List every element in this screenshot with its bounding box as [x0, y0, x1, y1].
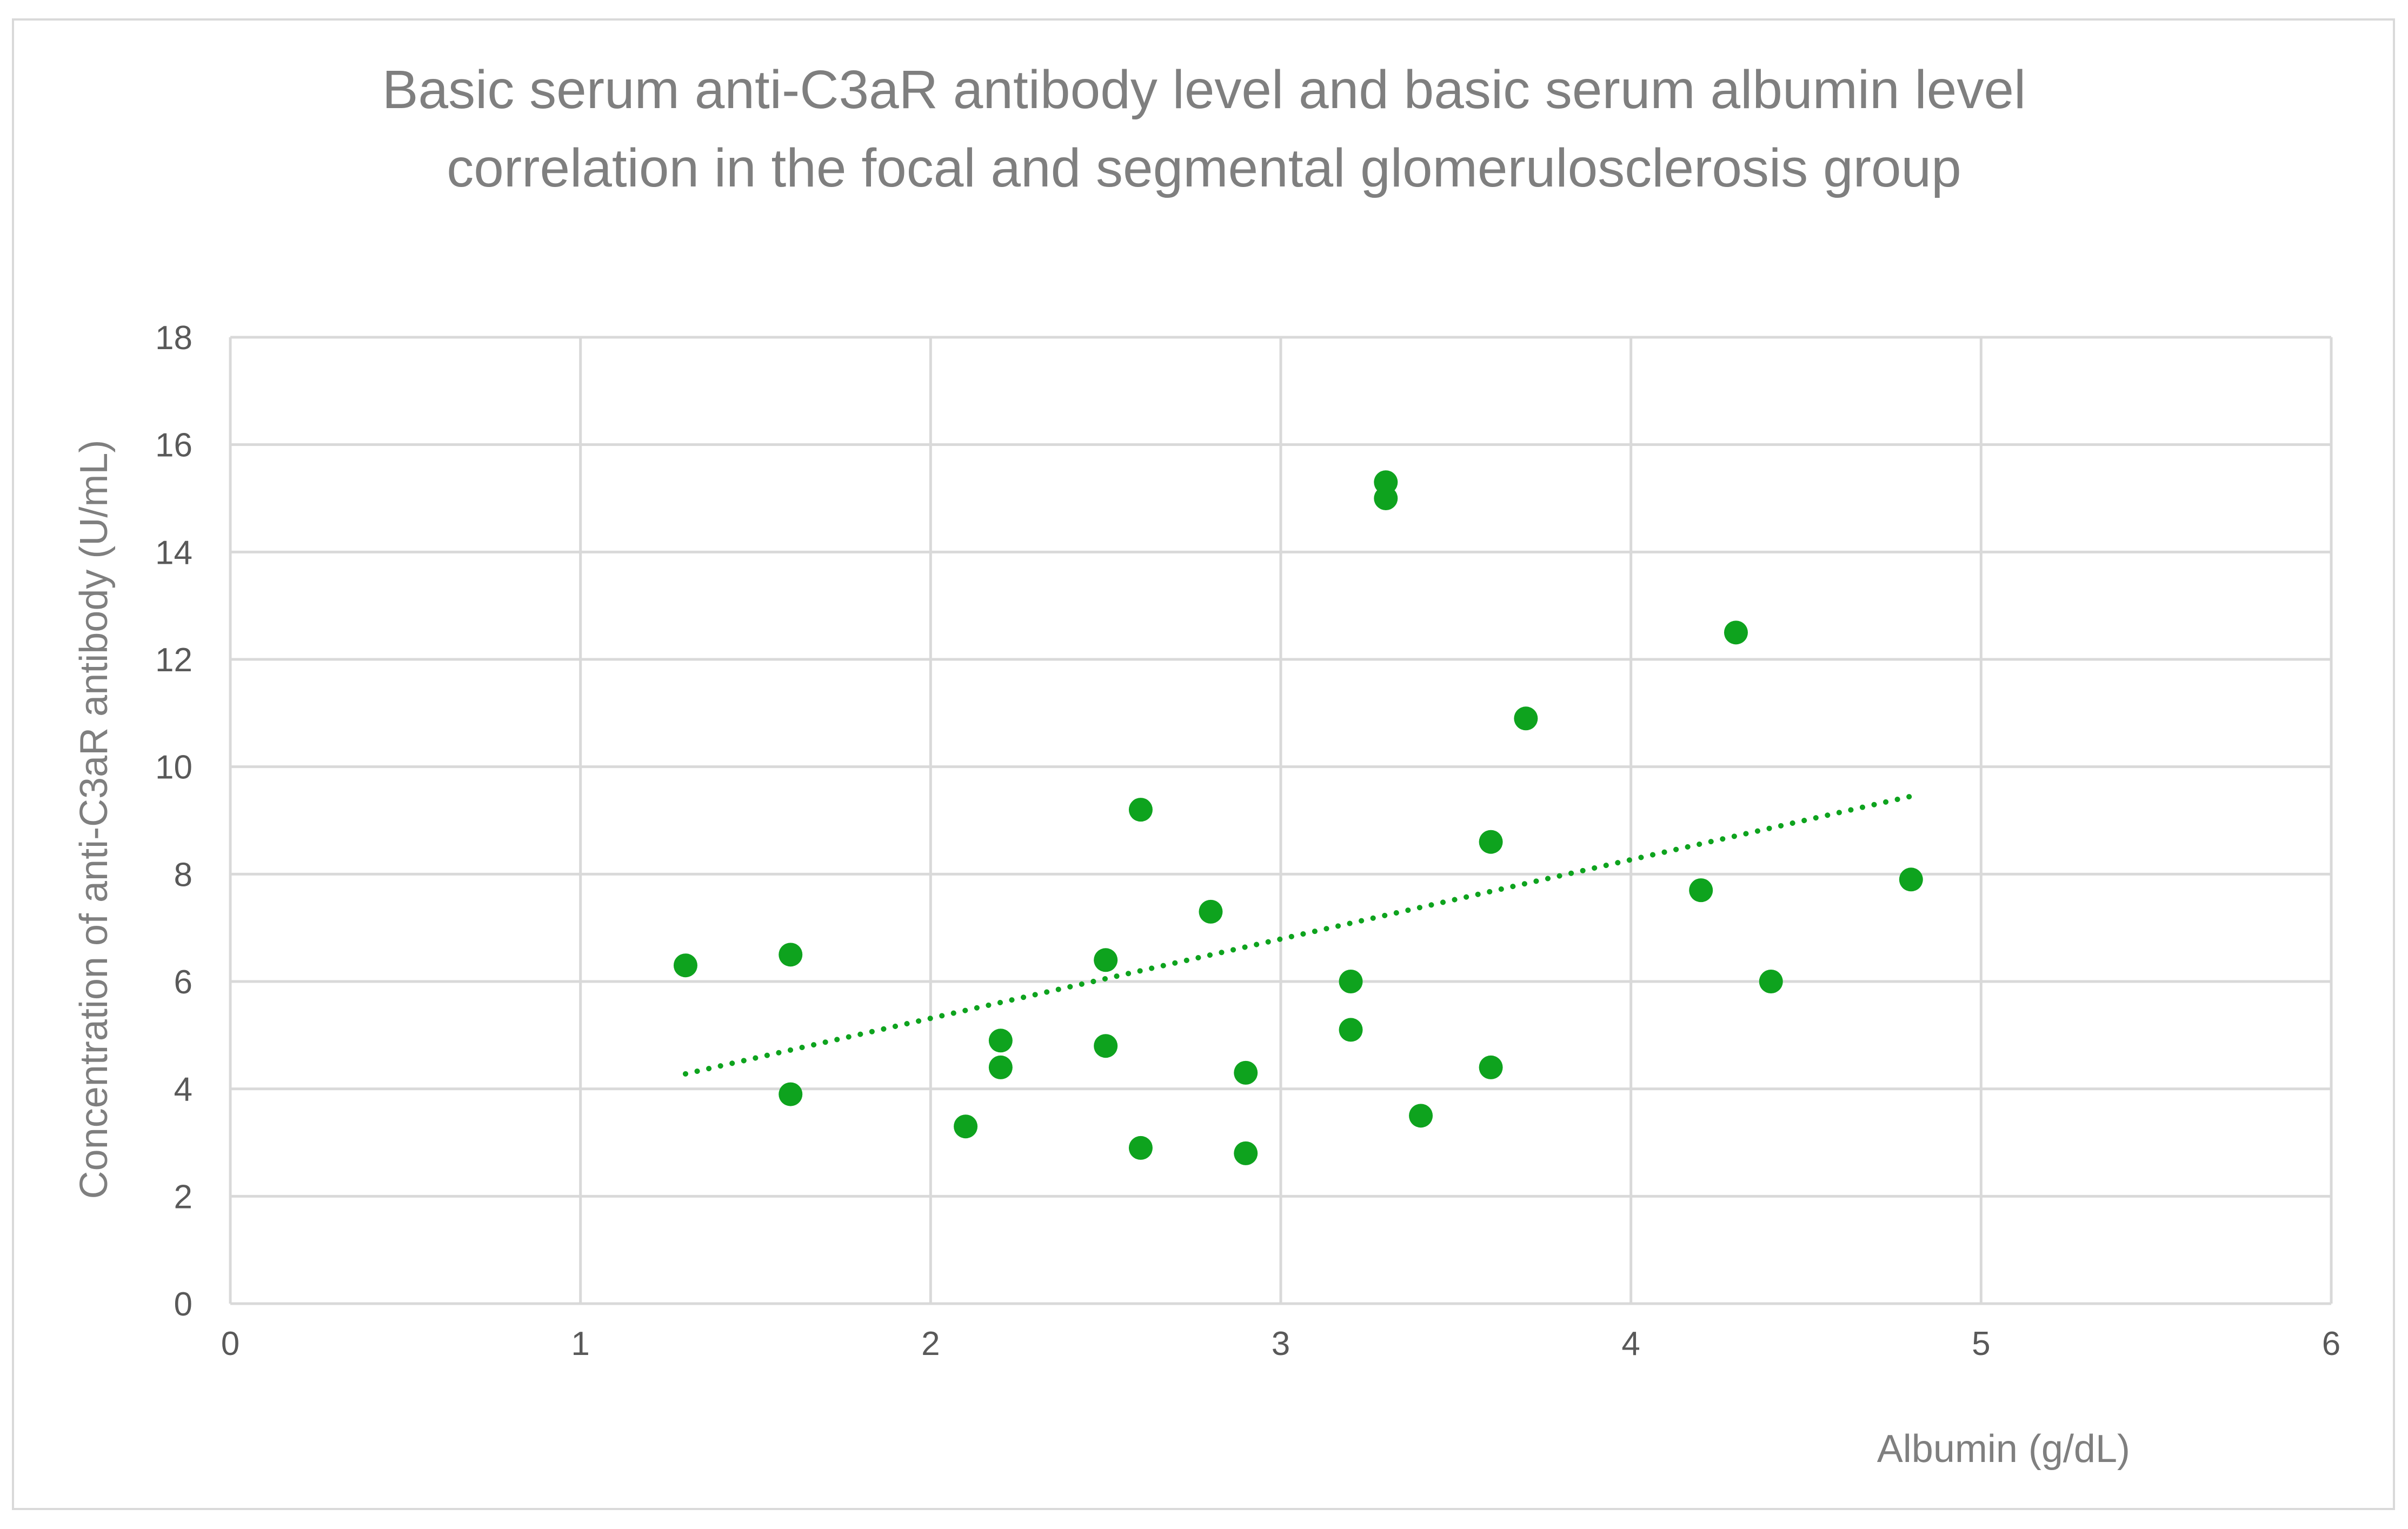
- data-point: [1094, 948, 1118, 972]
- data-point: [988, 1055, 1013, 1079]
- data-point: [1374, 486, 1398, 510]
- x-tick-label: 5: [1972, 1325, 1990, 1363]
- chart-title: Basic serum anti-C3aR antibody level and…: [382, 59, 2026, 198]
- y-axis-label: Concentration of anti-C3aR antibody (U/m…: [72, 440, 116, 1199]
- data-point: [779, 1082, 803, 1106]
- gridlines: [229, 336, 2333, 1305]
- data-point: [1514, 706, 1538, 731]
- data-point: [1199, 899, 1223, 924]
- x-tick-label: 2: [921, 1325, 940, 1363]
- data-point: [779, 943, 803, 967]
- data-point: [1339, 1018, 1363, 1042]
- chart-title-line-1: Basic serum anti-C3aR antibody level and…: [382, 59, 2026, 120]
- x-tick-label: 3: [1272, 1325, 1290, 1363]
- data-point: [1479, 830, 1503, 854]
- y-tick-label: 0: [174, 1286, 192, 1323]
- data-point: [1724, 620, 1748, 645]
- data-point: [1234, 1141, 1258, 1165]
- y-tick-label: 12: [155, 642, 192, 679]
- y-tick-label: 6: [174, 964, 192, 1001]
- y-tick-label: 4: [174, 1071, 192, 1109]
- data-point: [673, 953, 697, 978]
- data-points: [673, 470, 1923, 1165]
- y-tick-label: 14: [155, 534, 192, 571]
- x-tick-label: 1: [571, 1325, 589, 1363]
- data-point: [1128, 798, 1153, 822]
- y-tick-label: 18: [155, 319, 192, 357]
- data-point: [1128, 1136, 1153, 1160]
- y-tick-label: 2: [174, 1178, 192, 1216]
- data-point: [1094, 1034, 1118, 1058]
- x-tick-label: 4: [1621, 1325, 1640, 1363]
- trendline: [682, 793, 1914, 1077]
- chart-frame: [12, 18, 2395, 1510]
- data-point: [1234, 1060, 1258, 1085]
- x-axis-label: Albumin (g/dL): [1877, 1427, 2130, 1471]
- data-point: [1479, 1055, 1503, 1079]
- y-axis-tick-labels: 0 2 4 6 8 10 12 14 16 18: [155, 319, 192, 1323]
- data-point: [1759, 970, 1783, 993]
- trendline-group: [682, 793, 1914, 1077]
- y-tick-label: 10: [155, 749, 192, 786]
- x-tick-label: 0: [221, 1325, 240, 1363]
- x-tick-label: 6: [2322, 1325, 2340, 1363]
- data-point: [1899, 867, 1923, 892]
- data-point: [954, 1114, 978, 1139]
- data-point: [988, 1029, 1013, 1053]
- y-tick-label: 8: [174, 856, 192, 893]
- data-point: [1409, 1104, 1433, 1128]
- x-axis-tick-labels: 0 1 2 3 4 5 6: [221, 1325, 2340, 1363]
- data-point: [1689, 878, 1713, 903]
- data-point: [1339, 970, 1363, 993]
- chart-title-line-2: correlation in the focal and segmental g…: [447, 138, 1961, 198]
- y-tick-label: 16: [155, 427, 192, 464]
